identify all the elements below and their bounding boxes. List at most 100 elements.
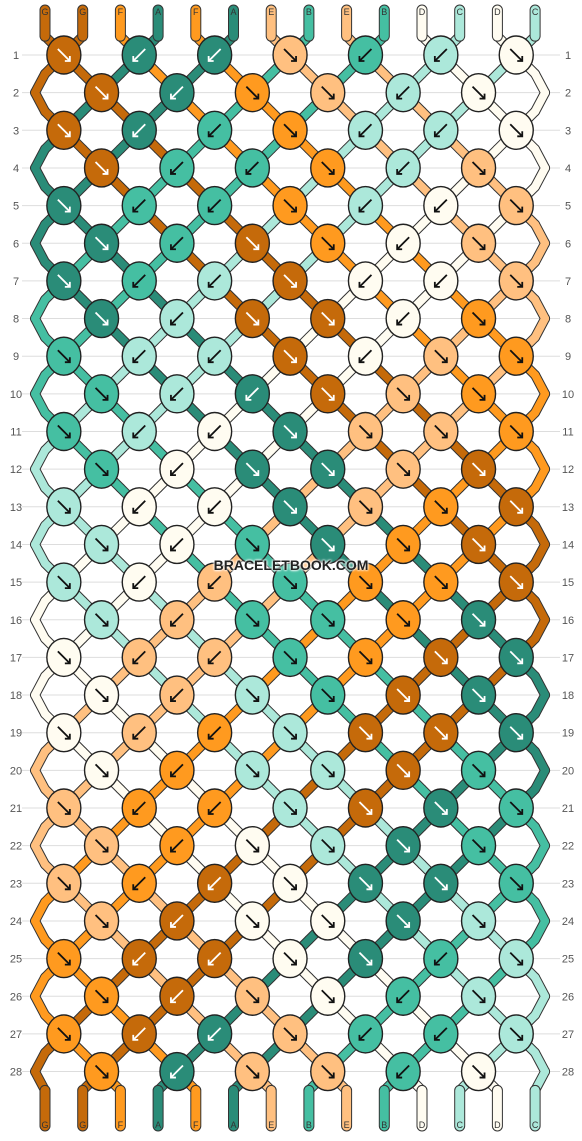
row-number-left: 10 [10,389,22,401]
knot-arrow-icon [94,1064,109,1079]
knot-arrow-icon [208,726,222,740]
knot [83,72,120,113]
knot [159,223,195,263]
knot-arrowhead-icon [64,884,71,891]
row-number-right: 22 [562,841,574,853]
knot [272,336,308,376]
knot-arrow-icon [57,48,71,62]
knot-arrow-icon [57,951,71,966]
row-number-right: 27 [562,1029,574,1041]
strand-label-bottom: A [155,1120,161,1130]
knot-arrow-icon [170,914,184,928]
knot-arrowhead-icon [479,394,486,401]
knot [121,863,157,903]
knot-arrow-icon [434,801,448,815]
knot-arrow-icon [509,500,523,514]
knot-arrow-icon [396,161,410,175]
knot [121,185,157,226]
knot-arrowhead-icon [170,319,176,326]
knot [423,713,459,753]
knot-arrowhead-icon [517,959,524,966]
knot [347,938,384,979]
knot [460,524,497,565]
knot [460,449,497,489]
knot-arrowhead-icon [132,809,139,815]
knot [347,336,384,376]
knot-arrow-icon [434,951,448,966]
knot [310,976,346,1016]
knot-arrowhead-icon [479,921,486,928]
knot [159,901,195,941]
knot-arrowhead-icon [102,394,109,401]
row-number-right: 20 [562,765,574,777]
knot-arrow-icon [208,1027,222,1041]
knot [310,524,346,565]
knot-arrow-icon [358,951,373,966]
knot-arrowhead-icon [253,620,260,627]
knot-arrowhead-icon [132,959,139,966]
knot [272,562,308,602]
knot [196,411,233,452]
knot [498,411,534,452]
knot-arrow-icon [132,349,146,363]
row-number-left: 8 [13,314,19,326]
knot-arrow-icon [283,424,297,439]
knot-arrowhead-icon [207,281,214,288]
knot [423,110,459,151]
knot [272,863,308,903]
knot [196,261,233,301]
knot-arrow-icon [434,500,448,514]
row-number-right: 18 [562,690,574,702]
knot-arrow-icon [57,198,71,213]
knot-arrow-icon [283,1027,297,1041]
knot-arrowhead-icon [366,507,373,514]
knot-arrow-icon [245,839,259,853]
row-number-left: 22 [10,841,22,853]
row-number-right: 14 [562,539,574,551]
knot-arrowhead-icon [207,583,214,589]
knot [159,374,195,414]
row-number-left: 6 [13,238,19,250]
knot-arrow-icon [321,914,335,928]
knot-arrow-icon [170,989,184,1003]
knot [272,637,308,678]
knot [498,562,534,602]
knot-arrow-icon [245,462,259,476]
knot [46,713,82,753]
row-number-right: 4 [565,163,571,175]
knot [159,298,195,339]
knot-arrow-icon [471,688,486,702]
knot-arrow-icon [94,462,109,476]
knot [498,110,534,151]
knot-arrowhead-icon [132,56,139,62]
knot-arrowhead-icon [207,884,214,891]
knot [83,675,120,715]
knot-arrowhead-icon [132,507,139,514]
knot [234,750,271,791]
knot-arrow-icon [170,86,184,100]
knot-arrowhead-icon [132,432,139,439]
knot [347,562,384,602]
knot [310,825,346,866]
knot-arrowhead-icon [396,93,403,100]
row-number-left: 1 [13,50,19,62]
knot-arrowhead-icon [366,884,373,891]
knot [423,185,459,226]
knot-arrowhead-icon [207,658,214,665]
knot-arrow-icon [170,161,184,175]
knot-arrow-icon [57,1027,71,1041]
knot-arrowhead-icon [328,771,335,778]
knot-arrow-icon [57,123,71,137]
knot-arrowhead-icon [102,319,109,326]
knot-arrow-icon [170,839,184,853]
knot [121,35,157,75]
knot-arrowhead-icon [170,771,176,778]
knot-arrow-icon [396,989,410,1003]
knot-arrow-icon [57,500,71,514]
knot-arrow-icon [283,650,297,665]
strand-label-top: D [494,7,501,17]
knot [196,938,233,979]
knot-arrowhead-icon [441,658,448,665]
knot [83,223,120,263]
